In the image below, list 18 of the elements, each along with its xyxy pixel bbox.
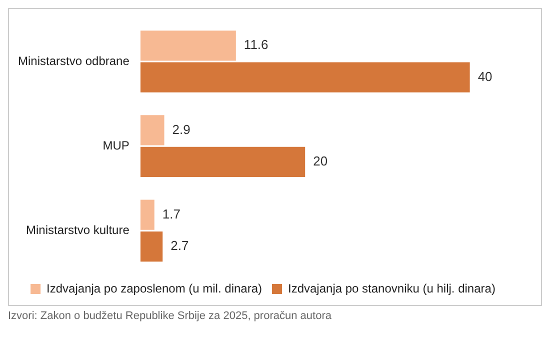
data-label: 2.7 (170, 238, 189, 254)
y-tick-label: Ministarstvo odbrane (18, 54, 130, 68)
data-label: 1.7 (162, 206, 180, 222)
bar (140, 231, 163, 262)
bar (140, 62, 470, 92)
data-label: 40 (478, 68, 492, 84)
y-tick-label: Ministarstvo kulture (26, 223, 130, 238)
bar (140, 200, 154, 230)
legend-label: Izdvajanja po zaposlenom (u mil. dinara) (46, 281, 262, 296)
legend-label: Izdvajanja po stanovniku (u hilj. dinara) (288, 281, 496, 296)
bar (140, 146, 306, 178)
data-label: 11.6 (244, 37, 268, 52)
data-label: 2.9 (172, 122, 190, 137)
data-label: 20 (313, 154, 328, 169)
bar (140, 30, 236, 61)
bar (140, 115, 164, 146)
y-tick-label: MUP (102, 138, 130, 152)
text: Izvori: Zakon o budžetu Republike Srbije za 2025, proračun autora (8, 310, 332, 322)
